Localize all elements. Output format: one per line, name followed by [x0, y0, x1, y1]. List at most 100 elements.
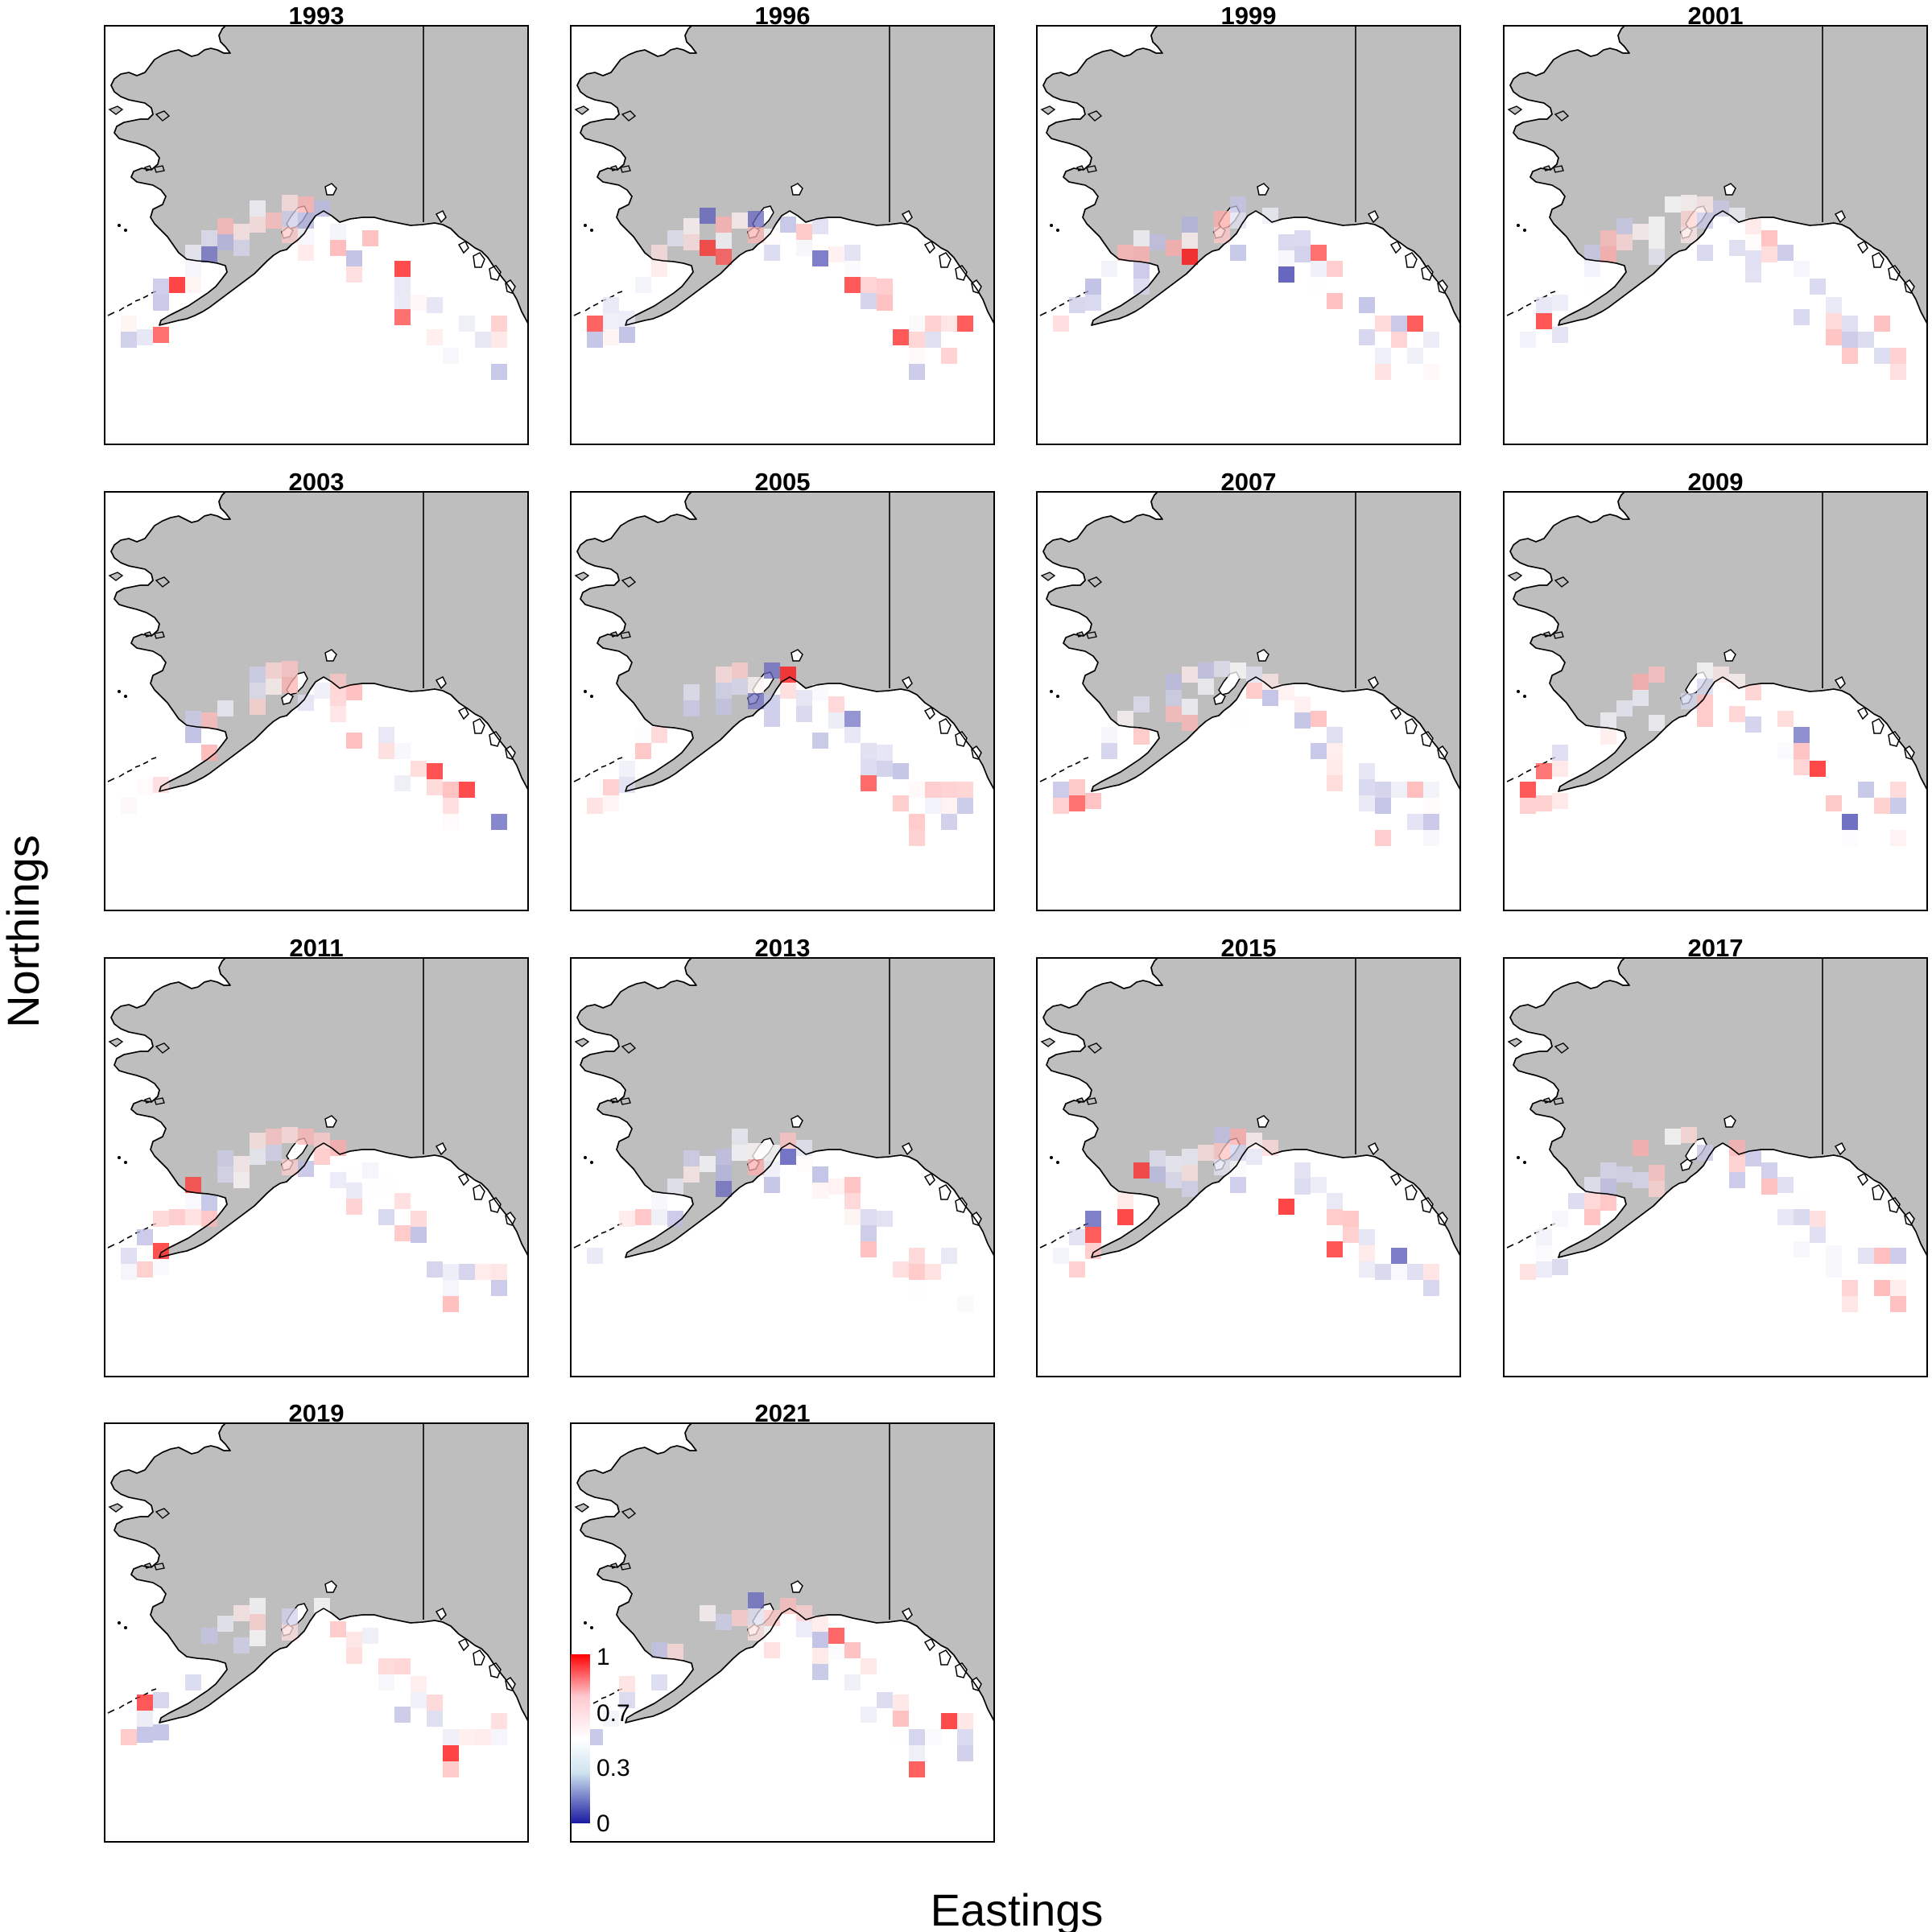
grid-cell — [1359, 297, 1375, 313]
map-panel-2011: 2011 — [104, 934, 529, 1377]
grid-cell — [603, 795, 619, 811]
grid-cell — [185, 277, 201, 293]
grid-cell — [330, 690, 346, 706]
grid-cell — [1858, 1248, 1874, 1264]
grid-cell — [909, 332, 925, 348]
grid-cell — [443, 1761, 459, 1777]
grid-cell — [764, 245, 780, 261]
y-axis-label: Northings — [0, 835, 48, 1028]
grid-cell — [941, 814, 957, 830]
grid-cell — [603, 779, 619, 795]
panel-title: 2011 — [289, 934, 343, 962]
grid-cell — [1375, 798, 1391, 814]
map-panel-2001: 2001 — [1503, 2, 1928, 445]
grid-cell — [812, 1183, 828, 1199]
grid-cell — [861, 1658, 877, 1674]
grid-cell — [1423, 1280, 1439, 1296]
grid-cell — [1311, 711, 1327, 727]
grid-cell — [491, 1729, 507, 1745]
grid-cell — [909, 1745, 925, 1761]
grid-cell — [1874, 798, 1890, 814]
grid-cell — [1294, 230, 1311, 246]
grid-cell — [1842, 1280, 1858, 1296]
grid-cell — [443, 1280, 459, 1296]
grid-cell — [346, 1183, 362, 1199]
grid-cell — [1794, 261, 1810, 277]
grid-cell — [346, 1166, 362, 1183]
grid-cell — [346, 684, 362, 700]
grid-cell — [1520, 1264, 1536, 1280]
grid-cell — [780, 217, 796, 233]
grid-cell — [394, 775, 411, 791]
grid-cell — [1101, 743, 1117, 759]
panel-title: 2013 — [755, 934, 811, 962]
grid-cell — [796, 706, 812, 722]
grid-cell — [1826, 1261, 1842, 1278]
map-panel-2005: 2005 — [570, 468, 995, 911]
legend-tick-label: 0.3 — [597, 1755, 630, 1781]
grid-cell — [378, 743, 394, 759]
grid-cell — [1375, 1264, 1391, 1280]
grid-cell — [1874, 316, 1890, 332]
panel-title: 1993 — [289, 2, 345, 30]
grid-cell — [121, 1729, 137, 1745]
grid-cell — [925, 316, 941, 332]
grid-cell — [1890, 348, 1906, 364]
grid-cell — [346, 1648, 362, 1664]
grid-cell — [298, 245, 314, 261]
map-panel-2017: 2017 — [1503, 934, 1928, 1377]
grid-cell — [1391, 1248, 1407, 1264]
grid-cell — [1327, 1241, 1343, 1257]
grid-cell — [378, 1658, 394, 1674]
grid-cell — [475, 332, 491, 348]
x-axis-label: Eastings — [931, 1885, 1104, 1932]
grid-cell — [411, 1692, 427, 1708]
grid-cell — [893, 763, 909, 779]
grid-cell — [1294, 696, 1311, 712]
grid-cell — [1600, 729, 1616, 745]
grid-cell — [796, 240, 812, 256]
grid-cell — [1826, 297, 1842, 313]
grid-cell — [1375, 348, 1391, 364]
panel-frame — [570, 957, 995, 1377]
grid-cell — [394, 293, 411, 309]
grid-cell — [1552, 793, 1568, 809]
legend-colorbar — [571, 1654, 590, 1823]
grid-cell — [635, 727, 651, 743]
grid-cell — [443, 1729, 459, 1745]
grid-cell — [1536, 1261, 1552, 1278]
grid-cell — [1697, 245, 1713, 261]
grid-cell — [1359, 1229, 1375, 1245]
grid-cell — [1085, 279, 1101, 295]
grid-cell — [411, 1211, 427, 1227]
grid-cell — [957, 798, 973, 814]
grid-cell — [346, 733, 362, 749]
grid-cell — [137, 1261, 153, 1278]
grid-cell — [1794, 727, 1810, 743]
grid-cell — [1552, 1259, 1568, 1275]
grid-cell — [153, 1724, 169, 1740]
grid-cell — [1133, 262, 1150, 279]
grid-cell — [844, 727, 861, 743]
grid-cell — [1294, 712, 1311, 729]
grid-cell — [764, 1642, 780, 1658]
color-legend: 1 0.7 0.3 0 — [571, 1644, 630, 1837]
grid-cell — [1407, 348, 1423, 364]
grid-cell — [635, 743, 651, 759]
grid-cell — [1584, 1209, 1600, 1225]
grid-cell — [861, 1209, 877, 1225]
grid-cell — [346, 1199, 362, 1215]
panel-frame — [1503, 491, 1928, 911]
grid-cell — [378, 1209, 394, 1225]
grid-cell — [185, 1193, 201, 1209]
grid-cell — [796, 224, 812, 240]
grid-cell — [1520, 798, 1536, 814]
grid-cell — [651, 1674, 667, 1690]
grid-cell — [909, 1761, 925, 1777]
grid-cell — [828, 1179, 844, 1195]
panel-frame — [1503, 25, 1928, 445]
grid-cell — [619, 1692, 635, 1708]
panel-frame — [104, 491, 529, 911]
grid-cell — [1890, 830, 1906, 846]
grid-cell — [651, 1209, 667, 1225]
